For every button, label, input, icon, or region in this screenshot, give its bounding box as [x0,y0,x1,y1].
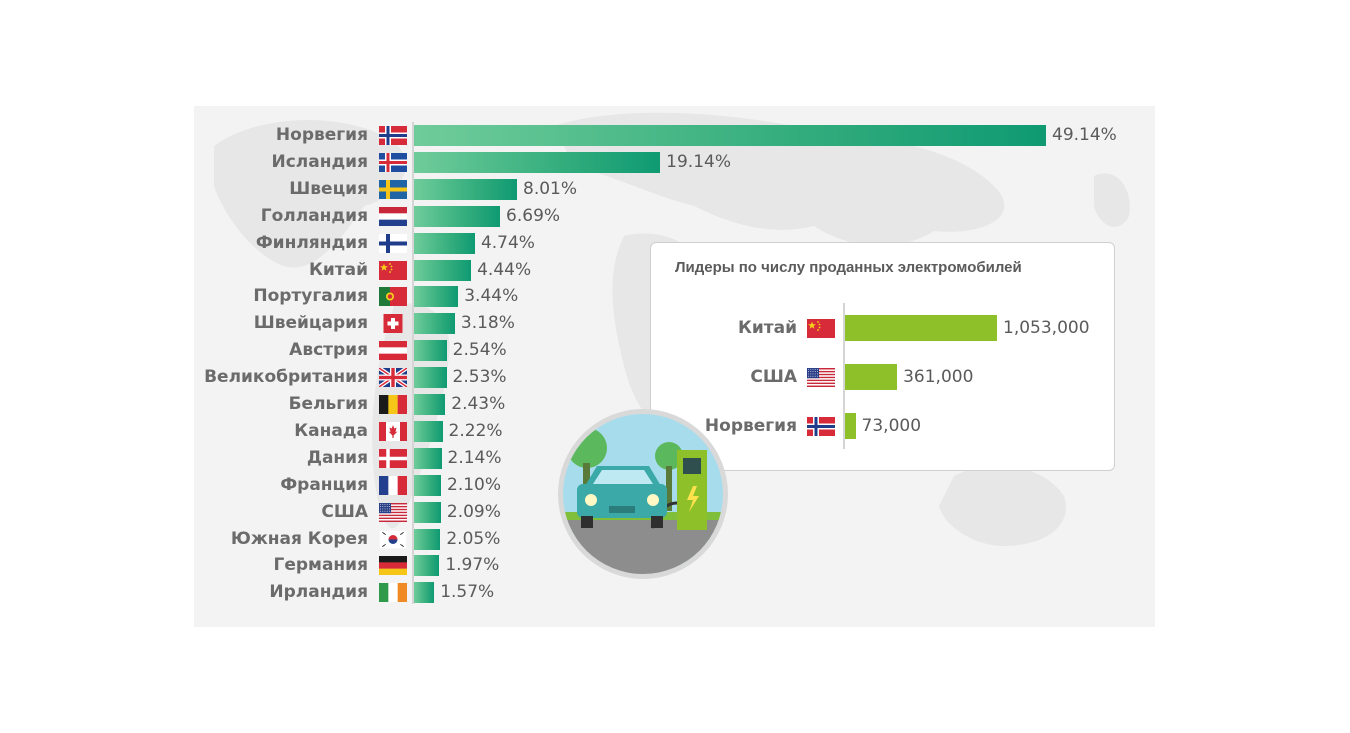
data-label: 2.22% [448,420,503,441]
data-label: 3.44% [464,286,519,307]
bar [414,474,441,496]
flag-denmark-icon [379,448,407,468]
bar [845,315,997,341]
flag-canada-icon [379,421,407,441]
data-label: 49.14% [1052,125,1117,145]
data-label: 19.14% [666,151,731,172]
bar [414,447,442,469]
bar [845,364,898,390]
flag-norway-icon [379,126,407,145]
data-label: 2.05% [446,528,501,549]
flag-china-icon [807,319,835,338]
data-label: 1,053,000 [1003,318,1090,338]
country-label: Бельгия [288,394,368,414]
flag-ireland-icon [379,583,408,603]
data-label: 8.01% [523,178,578,199]
flag-china-icon [379,260,407,280]
country-label: Канада [294,420,368,441]
ev-charging-station-icon [558,409,728,579]
country-label: Финляндия [255,232,368,253]
bar [414,555,440,577]
country-label: Южная Корея [230,528,368,549]
bar [414,340,447,362]
data-label: 4.44% [477,259,532,280]
country-label: Австрия [289,340,368,361]
data-label: 1.57% [440,582,495,603]
bar [414,125,1046,146]
country-label: Германия [273,555,368,576]
flag-france-icon [379,475,408,495]
data-label: 2.43% [451,394,506,414]
bar [414,205,501,227]
data-label: 2.09% [446,501,501,522]
data-label: 3.18% [460,313,515,334]
bar [414,178,518,200]
country-label: Китай [737,318,797,338]
country-label: Португалия [253,286,368,307]
flag-switzerland-icon [379,314,407,334]
bar [414,582,435,604]
country-label: Швеция [289,178,368,199]
country-label: Франция [280,474,368,495]
country-label: Норвегия [275,125,368,145]
flag-uk-icon [377,366,409,389]
flag-usa-icon [379,502,407,522]
flag-finland-icon [379,233,407,253]
data-label: 4.74% [480,232,535,253]
flag-iceland-icon [379,152,407,172]
bar [414,313,455,335]
country-label: Великобритания [204,367,368,388]
data-label: 361,000 [903,367,974,387]
inset-chart-panel: Лидеры по числу проданных электромобилей… [650,242,1115,471]
country-label: Голландия [260,205,368,226]
data-label: 73,000 [861,416,922,436]
bar [845,413,856,439]
bar [414,501,441,523]
flag-portugal-icon [379,287,407,307]
flag-sweden-icon [379,179,407,199]
data-label: 6.69% [506,205,561,226]
inset-chart-title: Лидеры по числу проданных электромобилей [675,259,1022,276]
data-label: 2.10% [447,474,502,495]
flag-south-korea-icon [378,529,408,549]
flag-netherlands-icon [379,206,407,226]
bar [414,232,475,254]
data-label: 1.97% [445,555,500,576]
country-label: Дания [306,447,368,468]
country-label: Китай [308,259,368,280]
data-label: 2.54% [452,340,507,361]
flag-germany-icon [379,556,407,576]
bar [414,259,472,281]
main-chart-axis [412,122,414,604]
data-label: 2.14% [447,447,502,468]
bar [414,420,443,442]
bar [414,286,459,308]
flag-austria-icon [379,341,407,361]
bar [414,151,661,173]
country-label: США [321,501,368,522]
bar [414,528,441,550]
country-label: Норвегия [704,416,797,436]
data-label: 2.53% [452,367,507,388]
country-label: США [750,367,797,387]
country-label: Швейцария [253,313,368,334]
inset-chart-axis [843,303,845,449]
bar [414,394,446,415]
flag-usa-icon [807,368,835,388]
bar [414,367,447,389]
country-label: Исландия [271,151,368,172]
country-label: Ирландия [269,582,368,603]
flag-norway-icon [807,417,835,436]
flag-belgium-icon [379,395,408,414]
